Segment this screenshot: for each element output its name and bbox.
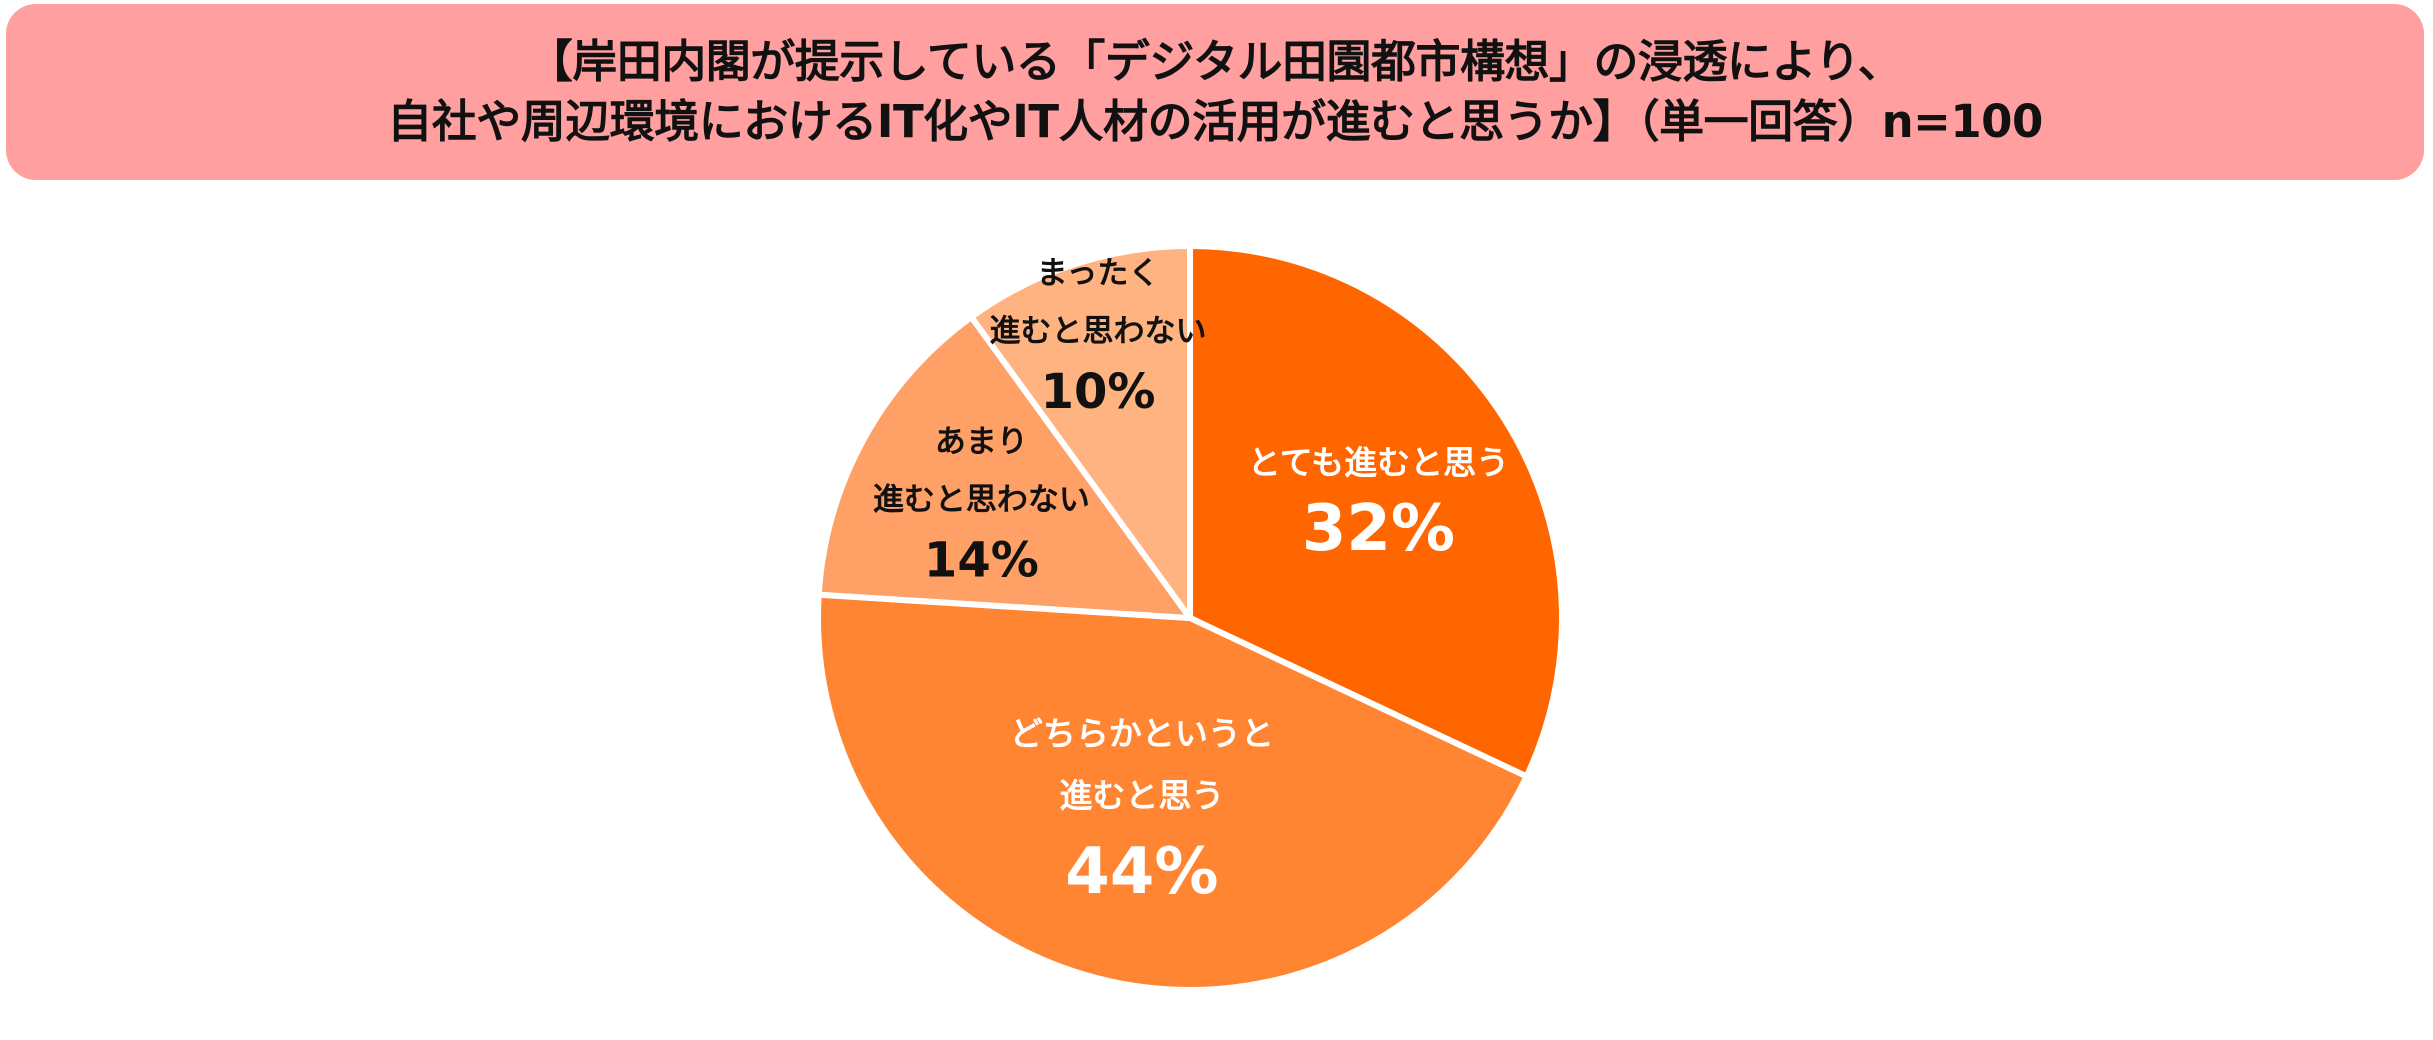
pie-slice-label: あまり: [935, 424, 1028, 460]
pie-slice-2: [815, 591, 1530, 993]
pie-slice-label: まったく: [1037, 255, 1160, 291]
pie-slice-1: [1187, 243, 1565, 780]
title-banner: 【岸田内閣が提示している「デジタル田園都市構想」の浸透により、 自社や周辺環境に…: [6, 4, 2424, 180]
pie-slice-label: とても進むと思う: [1248, 443, 1509, 482]
pie-slice-4: [968, 243, 1193, 621]
pie-slice-label: 進むと思う: [1059, 776, 1224, 815]
pie-slice-value-label: 44%: [1065, 835, 1218, 909]
pie-slice-label: どちらかというと: [1010, 714, 1274, 753]
pie-slice-value-label: 32%: [1302, 492, 1455, 566]
chart-title-line-1: 【岸田内閣が提示している「デジタル田園都市構想」の浸透により、: [527, 35, 1903, 88]
pie-slice-value-label: 14%: [924, 532, 1039, 588]
pie-slice-value-label: 10%: [1041, 364, 1156, 420]
pie-label-group-1: とても進むと思う 32%: [1248, 443, 1509, 566]
pie-slice-3: [815, 314, 1193, 621]
chart-title-line-2: 自社や周辺環境におけるIT化やIT人材の活用が進むと思うか】（単一回答）n=10…: [387, 95, 2043, 148]
pie-slice-label: 進むと思わない: [873, 482, 1090, 518]
pie-slice-label: 進むと思わない: [990, 313, 1207, 349]
